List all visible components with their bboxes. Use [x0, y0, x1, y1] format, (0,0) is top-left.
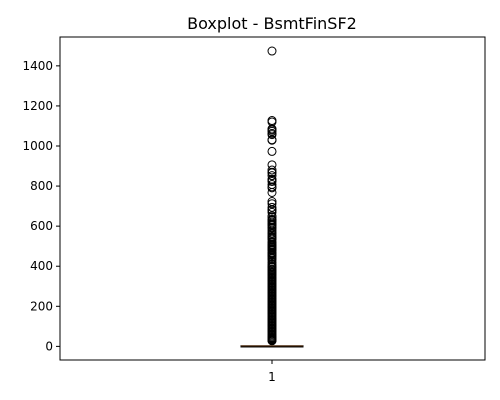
plot-area: 0 200 400 600 800 1000 1200 1400 1 — [22, 36, 486, 384]
chart-title: Boxplot - BsmtFinSF2 — [187, 14, 357, 33]
y-tick-label: 0 — [45, 339, 53, 353]
y-tick-label: 200 — [30, 299, 53, 313]
outlier-point — [267, 336, 277, 346]
outlier-point — [267, 205, 277, 215]
y-tick-label: 600 — [30, 219, 53, 233]
outlier-point — [267, 135, 277, 145]
outlier-point — [267, 187, 277, 197]
y-tick-label: 1400 — [22, 59, 53, 73]
outlier-point — [267, 146, 277, 156]
outlier-point — [267, 130, 277, 140]
outlier-point — [267, 199, 277, 209]
x-tick-label: 1 — [268, 370, 276, 384]
outlier-point — [267, 168, 277, 178]
y-tick-label: 800 — [30, 179, 53, 193]
y-tick-label: 1200 — [22, 99, 53, 113]
y-tick-label: 400 — [30, 259, 53, 273]
outlier-point — [267, 176, 277, 186]
outlier-point — [267, 171, 277, 181]
outlier-point — [267, 165, 277, 175]
outlier-point — [267, 46, 277, 56]
outlier-point — [267, 183, 277, 193]
y-tick-label: 1000 — [22, 139, 53, 153]
outlier-point — [267, 202, 277, 212]
